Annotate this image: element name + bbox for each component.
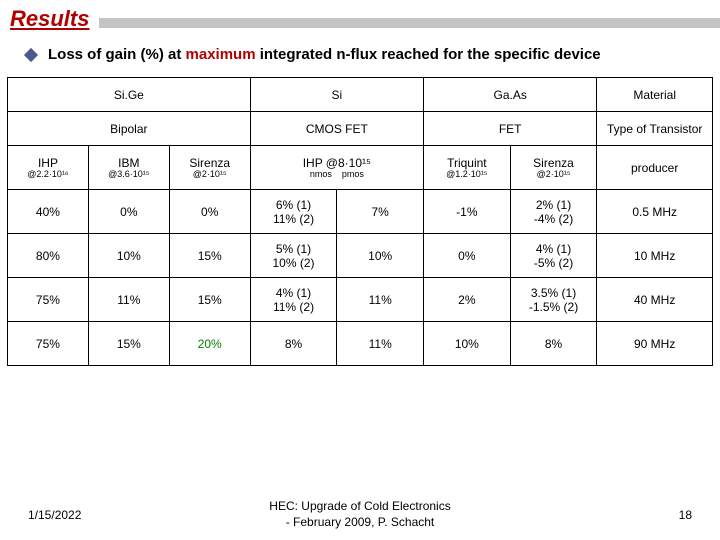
table-cell: 75% bbox=[8, 278, 89, 322]
table-cell: 40% bbox=[8, 190, 89, 234]
bullet-diamond bbox=[24, 47, 38, 61]
table-cell: 8% bbox=[510, 322, 597, 366]
table-cell: 0% bbox=[169, 190, 250, 234]
table-header: Si bbox=[250, 78, 423, 112]
table-cell: 2% bbox=[424, 278, 511, 322]
table-cell: 15% bbox=[88, 322, 169, 366]
table-cell: 2% (1) -4% (2) bbox=[510, 190, 597, 234]
table-cell: 0% bbox=[424, 234, 511, 278]
table-cell: 10% bbox=[424, 322, 511, 366]
table-cell: 6% (1) 11% (2) bbox=[250, 190, 337, 234]
footer-page: 18 bbox=[679, 508, 692, 522]
results-table: Si.GeSiGa.AsMaterial BipolarCMOS FETFETTy… bbox=[7, 77, 713, 366]
table-header: Sirenza@2·10¹⁵ bbox=[510, 146, 597, 190]
table-cell: 40 MHz bbox=[597, 278, 713, 322]
table-cell: 7% bbox=[337, 190, 424, 234]
table-cell: 11% bbox=[337, 322, 424, 366]
table-cell: 80% bbox=[8, 234, 89, 278]
table-header: IHP @8·10¹⁵nmos pmos bbox=[250, 146, 423, 190]
table-cell: 15% bbox=[169, 234, 250, 278]
table-cell: 4% (1) -5% (2) bbox=[510, 234, 597, 278]
footer: 1/15/2022 HEC: Upgrade of Cold Electroni… bbox=[0, 508, 720, 522]
table-header: Type of Transistor bbox=[597, 112, 713, 146]
slide-title: Results bbox=[0, 6, 89, 34]
table-header: Material bbox=[597, 78, 713, 112]
table-header: Sirenza@2·10¹⁵ bbox=[169, 146, 250, 190]
table-cell: 0% bbox=[88, 190, 169, 234]
subtitle-text: Loss of gain (%) at maximum integrated n… bbox=[48, 46, 601, 63]
table-cell: 10 MHz bbox=[597, 234, 713, 278]
table-header: CMOS FET bbox=[250, 112, 423, 146]
table-cell: 4% (1) 11% (2) bbox=[250, 278, 337, 322]
table-header: IBM@3.6·10¹⁵ bbox=[88, 146, 169, 190]
table-header: Si.Ge bbox=[8, 78, 251, 112]
table-cell: 11% bbox=[88, 278, 169, 322]
table-header: Ga.As bbox=[424, 78, 597, 112]
table-header: producer bbox=[597, 146, 713, 190]
table-cell: 0.5 MHz bbox=[597, 190, 713, 234]
table-cell: 10% bbox=[337, 234, 424, 278]
table-header: Bipolar bbox=[8, 112, 251, 146]
table-cell: 5% (1) 10% (2) bbox=[250, 234, 337, 278]
title-decoration bbox=[99, 18, 720, 28]
table-cell: 11% bbox=[337, 278, 424, 322]
table-cell: -1% bbox=[424, 190, 511, 234]
table-cell: 75% bbox=[8, 322, 89, 366]
table-cell: 20% bbox=[169, 322, 250, 366]
table-header: FET bbox=[424, 112, 597, 146]
table-cell: 10% bbox=[88, 234, 169, 278]
table-cell: 15% bbox=[169, 278, 250, 322]
footer-date: 1/15/2022 bbox=[28, 508, 81, 522]
table-cell: 8% bbox=[250, 322, 337, 366]
table-header: IHP@2.2·10¹⁶ bbox=[8, 146, 89, 190]
table-cell: 3.5% (1) -1.5% (2) bbox=[510, 278, 597, 322]
table-header: Triquint@1.2·10¹⁵ bbox=[424, 146, 511, 190]
footer-center: HEC: Upgrade of Cold Electronics- Februa… bbox=[269, 499, 450, 530]
table-cell: 90 MHz bbox=[597, 322, 713, 366]
